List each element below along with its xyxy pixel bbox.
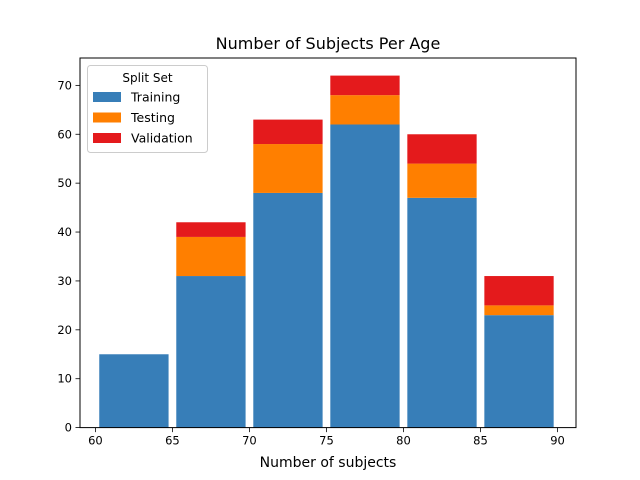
y-tick-label: 30 [57,274,72,288]
y-tick-label: 40 [57,225,72,239]
bar-training-65-70 [176,276,246,428]
bar-training-75-80 [330,124,400,428]
legend: Split Set Training Testing Validation [87,65,208,153]
legend-swatch-training [93,92,121,102]
legend-label-training: Training [130,90,180,105]
bar-training-80-85 [407,197,477,428]
bar-testing-85-90 [484,305,554,316]
bar-validation-85-90 [484,276,554,306]
x-tick-label: 60 [88,434,103,448]
x-tick-label: 65 [165,434,180,448]
y-tick-label: 70 [57,78,72,92]
y-tick-label: 50 [57,176,72,190]
bar-validation-75-80 [330,75,400,96]
bar-testing-70-75 [253,144,323,193]
x-tick-label: 80 [396,434,411,448]
bar-validation-80-85 [407,134,477,164]
x-tick-label: 85 [473,434,488,448]
x-tick-label: 75 [319,434,334,448]
bar-validation-65-70 [176,222,246,237]
bars-group [99,75,554,428]
bar-training-70-75 [253,192,323,428]
x-tick-label: 90 [550,434,565,448]
x-tick-label: 70 [242,434,257,448]
x-axis-label: Number of subjects [260,455,397,471]
bar-testing-80-85 [407,163,477,198]
bar-validation-70-75 [253,119,323,145]
y-tick-label: 10 [57,372,72,386]
legend-title: Split Set [122,71,172,85]
legend-label-testing: Testing [130,110,175,125]
plot-frame [79,57,577,429]
y-tick-label: 0 [65,421,72,435]
y-tick-label: 20 [57,323,72,337]
y-axis: 0 10 20 30 40 50 60 70 [57,78,80,435]
legend-swatch-validation [93,133,121,143]
bar-training-85-90 [484,315,554,428]
y-tick-label: 60 [57,127,72,141]
legend-swatch-testing [93,112,121,123]
bar-testing-65-70 [176,236,246,277]
bar-testing-75-80 [330,95,400,125]
legend-label-validation: Validation [131,131,193,146]
legend-box [87,65,208,153]
chart-title: Number of Subjects Per Age [216,34,441,53]
bar-training-60-65 [99,354,169,428]
x-axis: 60 65 70 75 80 85 90 [88,427,565,448]
